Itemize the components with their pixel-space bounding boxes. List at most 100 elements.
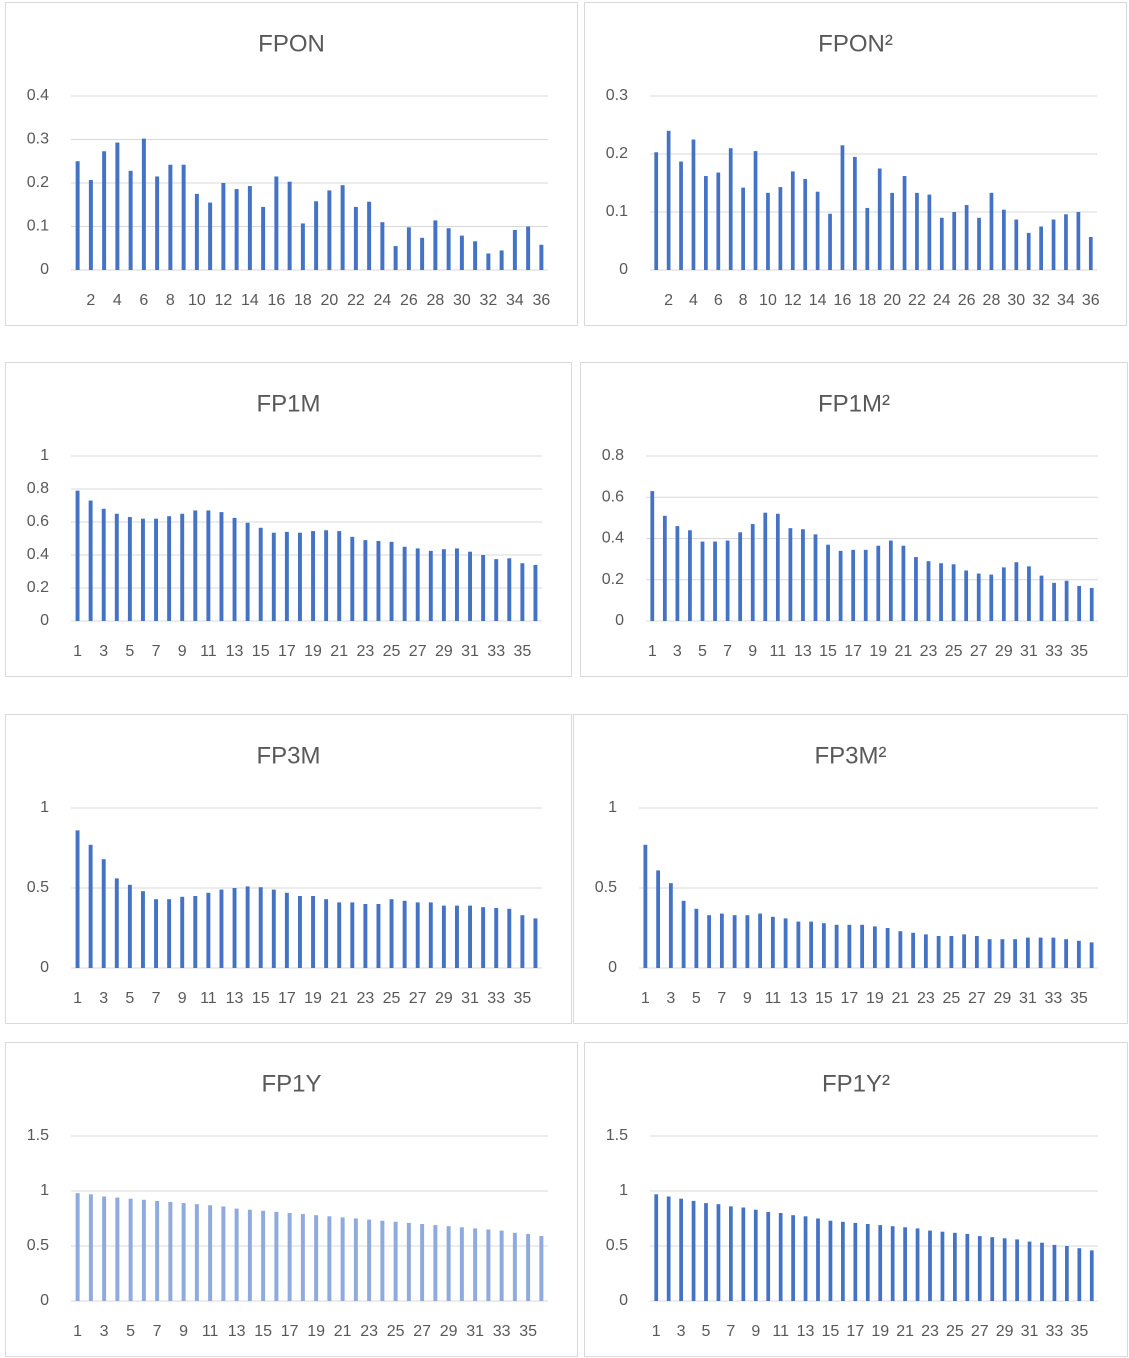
bar [261, 1210, 266, 1301]
chart-panel [5, 2, 578, 326]
bar [763, 512, 768, 621]
bar [681, 900, 686, 968]
bar [499, 250, 504, 270]
bar [964, 205, 969, 270]
bar [872, 926, 877, 968]
bar [406, 1222, 411, 1301]
bar [1000, 939, 1005, 968]
bar [888, 540, 893, 621]
chart-title: FP1M [256, 390, 320, 417]
bar [813, 534, 818, 621]
bar [926, 561, 931, 621]
bar [965, 1233, 970, 1301]
bar [976, 573, 981, 621]
bar [725, 540, 730, 621]
chart-panel [573, 714, 1128, 1024]
x-tick-label: 2 [664, 292, 673, 309]
bar [181, 164, 186, 270]
bar [803, 178, 808, 270]
bar [194, 1204, 199, 1301]
bar [274, 1211, 279, 1301]
bar [128, 1198, 133, 1301]
bar [675, 526, 680, 621]
bar [206, 510, 211, 621]
bar [168, 164, 173, 270]
bar [719, 913, 724, 968]
bar [691, 139, 696, 270]
bar [766, 1211, 771, 1301]
bar [533, 918, 538, 968]
x-tick-label: 19 [307, 1323, 325, 1340]
bar [353, 1218, 358, 1301]
x-tick-label: 29 [440, 1323, 458, 1340]
y-tick-label: 1 [619, 1182, 628, 1199]
x-tick-label: 25 [383, 643, 401, 660]
bar [245, 522, 250, 621]
chart-panel [5, 1042, 578, 1357]
x-tick-label: 7 [152, 990, 161, 1007]
x-tick-label: 21 [330, 990, 348, 1007]
bar [890, 1226, 895, 1301]
x-tick-label: 26 [400, 292, 418, 309]
x-tick-label: 7 [717, 990, 726, 1007]
x-tick-label: 17 [281, 1323, 299, 1340]
bar [679, 1198, 683, 1301]
bar [350, 536, 355, 621]
bar [261, 206, 266, 270]
bar [420, 1224, 425, 1301]
x-tick-label: 13 [226, 643, 244, 660]
bar [1089, 942, 1094, 968]
x-tick-label: 33 [1046, 1323, 1064, 1340]
x-tick-label: 27 [409, 990, 427, 1007]
x-tick-label: 17 [278, 990, 296, 1007]
chart-panel [584, 1042, 1128, 1357]
bar [863, 549, 868, 621]
bar [923, 934, 928, 968]
bar [102, 1196, 107, 1301]
y-tick-label: 0 [619, 1292, 628, 1309]
bar [127, 517, 132, 621]
x-tick-label: 20 [320, 292, 338, 309]
x-tick-label: 21 [891, 990, 909, 1007]
bar [337, 531, 342, 621]
chart-title: FP3M [256, 742, 320, 769]
x-tick-label: 17 [844, 643, 862, 660]
y-tick-label: 0.2 [606, 145, 628, 162]
bar [208, 1205, 213, 1301]
bar [1014, 219, 1019, 270]
x-tick-label: 10 [759, 292, 777, 309]
bar [729, 1206, 733, 1301]
bar [803, 1216, 808, 1301]
x-tick-label: 33 [487, 643, 505, 660]
y-tick-label: 0.1 [27, 218, 49, 235]
x-tick-label: 21 [894, 643, 912, 660]
x-tick-label: 3 [673, 643, 682, 660]
bar [287, 181, 292, 270]
x-tick-label: 31 [461, 643, 479, 660]
bar [274, 176, 279, 270]
x-tick-label: 23 [921, 1323, 939, 1340]
bar [770, 916, 775, 968]
bar [232, 517, 237, 621]
x-tick-label: 23 [917, 990, 935, 1007]
bar [327, 190, 332, 270]
bar [915, 192, 919, 270]
x-tick-label: 11 [200, 990, 217, 1007]
bar [1089, 1250, 1094, 1301]
x-tick-label: 9 [743, 990, 752, 1007]
bar [181, 1203, 186, 1301]
bar [974, 936, 979, 968]
bar [860, 924, 865, 968]
x-tick-label: 15 [822, 1323, 840, 1340]
y-tick-label: 0.5 [27, 879, 49, 896]
bar [167, 516, 172, 621]
chart-panel [580, 362, 1128, 677]
bar [741, 187, 745, 270]
bar [155, 176, 160, 270]
bar [433, 1225, 438, 1301]
x-tick-label: 29 [435, 990, 453, 1007]
bar [796, 921, 801, 968]
bar [539, 244, 544, 270]
x-tick-label: 3 [99, 643, 108, 660]
bar [258, 887, 263, 968]
